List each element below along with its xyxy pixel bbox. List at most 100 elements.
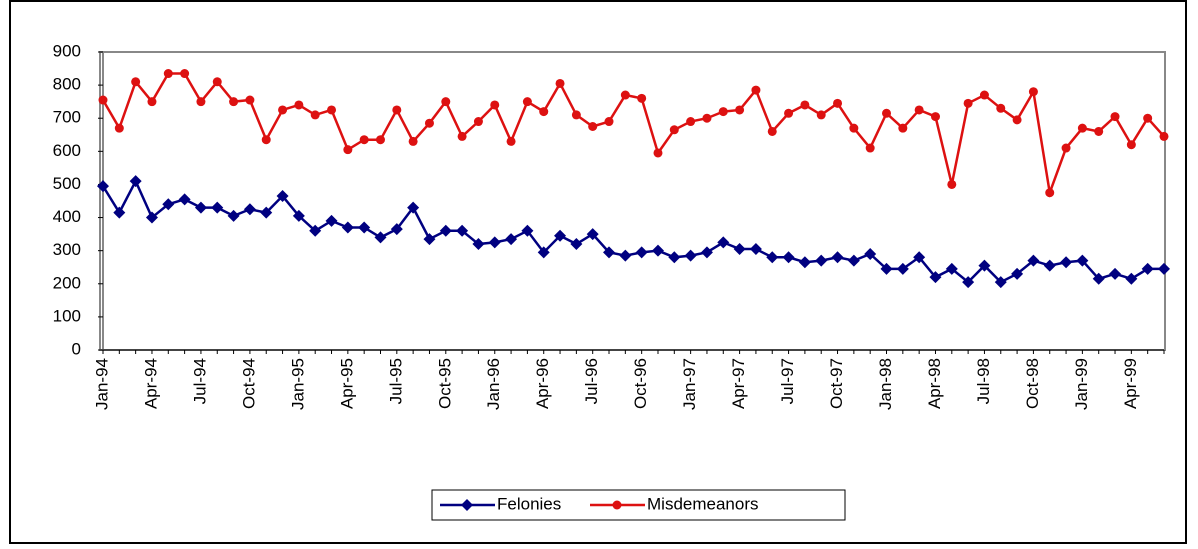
x-tick-label: Apr-99: [1121, 358, 1140, 409]
point: [929, 271, 942, 284]
point: [684, 249, 697, 262]
y-tick-label: 0: [72, 339, 81, 358]
x-tick-label: Apr-98: [925, 358, 944, 409]
point: [994, 276, 1007, 289]
point: [180, 69, 190, 79]
point: [784, 108, 794, 118]
point: [309, 224, 322, 237]
legend-marker: [612, 500, 622, 510]
point: [276, 190, 289, 203]
point: [1060, 256, 1073, 269]
point: [392, 105, 402, 115]
point: [669, 125, 679, 135]
point: [343, 145, 353, 155]
point: [979, 90, 989, 100]
point: [1045, 188, 1055, 198]
x-tick-label: Apr-96: [533, 358, 552, 409]
x-tick-label: Jul-98: [974, 358, 993, 404]
point: [1028, 87, 1038, 97]
point: [898, 123, 908, 133]
point: [749, 243, 762, 256]
point: [423, 233, 436, 246]
point: [178, 193, 191, 206]
point: [586, 228, 599, 241]
point: [505, 233, 518, 246]
x-tick-label: Apr-94: [141, 358, 160, 409]
point: [833, 98, 843, 108]
point: [456, 224, 469, 237]
x-tick-label: Jan-97: [680, 358, 699, 410]
y-tick-label: 400: [53, 207, 81, 226]
point: [651, 244, 664, 257]
point: [945, 262, 958, 275]
x-tick-label: Jan-96: [484, 358, 503, 410]
point: [1158, 262, 1170, 275]
point: [147, 97, 157, 107]
point: [211, 201, 224, 214]
point: [996, 103, 1006, 113]
x-tick-label: Apr-95: [337, 358, 356, 409]
point: [1143, 113, 1153, 123]
point: [588, 122, 598, 131]
point: [194, 201, 207, 214]
point: [196, 97, 206, 107]
point: [882, 108, 892, 118]
point: [571, 110, 581, 120]
point: [766, 251, 779, 264]
point: [816, 110, 826, 120]
point: [260, 206, 273, 219]
x-tick-label: Oct-96: [631, 358, 650, 409]
x-tick-label: Jan-98: [876, 358, 895, 410]
point: [1159, 131, 1169, 141]
y-tick-label: 500: [53, 174, 81, 193]
point: [243, 203, 256, 216]
point: [1109, 267, 1122, 280]
point: [341, 221, 354, 234]
point: [831, 251, 844, 264]
point: [700, 246, 713, 259]
point: [913, 251, 926, 264]
point: [1027, 254, 1040, 267]
point: [488, 236, 501, 249]
point: [1011, 267, 1024, 280]
point: [424, 118, 434, 128]
point: [145, 211, 158, 224]
point: [1125, 272, 1138, 285]
y-tick-label: 600: [53, 141, 81, 160]
point: [800, 100, 810, 110]
x-tick-label: Jan-99: [1072, 358, 1091, 410]
point: [718, 107, 728, 117]
x-tick-label: Oct-98: [1023, 358, 1042, 409]
point: [162, 198, 175, 211]
point: [1043, 259, 1056, 272]
y-tick-label: 200: [53, 273, 81, 292]
point: [619, 249, 632, 262]
point: [947, 179, 957, 189]
point: [490, 100, 500, 110]
point: [129, 175, 142, 188]
point: [1126, 140, 1136, 150]
series-line: [101, 178, 1164, 284]
point: [798, 256, 811, 269]
point: [554, 229, 567, 242]
series-line: [101, 72, 1165, 198]
point: [97, 180, 109, 193]
point: [914, 105, 924, 115]
y-tick-label: 700: [53, 108, 81, 127]
point: [1077, 123, 1087, 133]
point: [408, 136, 418, 146]
point: [212, 77, 222, 87]
point: [1110, 112, 1120, 122]
point: [375, 135, 385, 145]
point: [261, 135, 271, 145]
legend-label: Felonies: [497, 494, 561, 513]
point: [962, 276, 975, 289]
point: [113, 206, 126, 219]
x-tick-label: Apr-97: [729, 358, 748, 409]
x-tick-label: Jul-96: [582, 358, 601, 404]
point: [570, 238, 583, 251]
point: [751, 85, 761, 95]
legend-box: [431, 489, 846, 521]
point: [1076, 254, 1089, 267]
x-tick-label: Jul-97: [778, 358, 797, 404]
